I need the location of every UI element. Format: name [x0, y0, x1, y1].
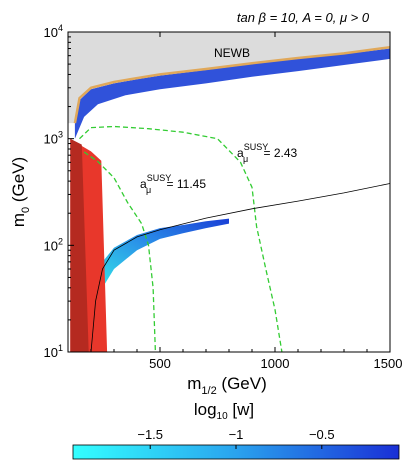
y-tick-label: 104 [44, 23, 63, 40]
y-tick-label: 101 [44, 343, 63, 360]
x-tick-label: 1000 [261, 356, 290, 371]
g2-label-11-45-base: a [140, 177, 147, 191]
y-axis-title-unit: (GeV) [9, 157, 28, 207]
y-axis-title-sub: 0 [20, 207, 32, 213]
colorbar-label-sub: 10 [217, 411, 229, 422]
x-axis-title: m1/2 (GeV) [187, 374, 267, 397]
y-axis-title-base: m [9, 213, 28, 227]
x-axis-ticks: 500 1000 1500 [90, 32, 403, 371]
black-curve [90, 183, 390, 352]
y-axis-title: m0 (GeV) [9, 157, 32, 227]
newb-label: NEWB [214, 46, 250, 60]
points-band-lower [102, 218, 229, 288]
points-band-upper [74, 48, 390, 139]
colorbar-ticks: −1.5 −1 −0.5 [137, 427, 335, 449]
y-tick-label: 102 [44, 236, 63, 253]
x-axis-title-unit: (GeV) [217, 374, 267, 393]
y-axis-ticks: 101 102 103 104 [44, 23, 74, 360]
plot-area [68, 32, 390, 352]
excluded-region-dark-red [70, 138, 89, 352]
x-tick-label: 1500 [374, 356, 403, 371]
g2-label-2-43-sup: SUSY [244, 142, 269, 152]
g2-label-11-45: aSUSY μ = 11.45 [140, 173, 206, 195]
g2-label-11-45-sup: SUSY [147, 173, 172, 183]
newb-boundary-line [73, 45, 390, 124]
x-tick-label: 500 [149, 356, 171, 371]
g2-label-11-45-sub: μ [146, 185, 151, 195]
colorbar-tick-label: −0.5 [309, 427, 335, 442]
x-axis-title-sub: 1/2 [201, 385, 216, 397]
colorbar-tick-label: −1.5 [137, 427, 163, 442]
colorbar-label-base: log [194, 400, 217, 419]
newb-region [68, 32, 390, 124]
g2-label-2-43-value: = 2.43 [260, 146, 297, 160]
y-tick-label: 103 [44, 130, 63, 147]
g2-label-2-43-sub: μ [243, 154, 248, 164]
colorbar-label-rest: [w] [228, 400, 254, 419]
g2-label-11-45-value: = 11.45 [163, 177, 206, 191]
g2-label-2-43-base: a [237, 146, 244, 160]
colorbar-tick-label: −1 [229, 427, 244, 442]
g2-contour-2-43 [79, 125, 283, 352]
colorbar-label: log10 [w] [194, 400, 254, 422]
x-axis-title-base: m [187, 374, 201, 393]
g2-label-2-43: aSUSY μ = 2.43 [237, 142, 298, 164]
chart-title: tan β = 10, A = 0, μ > 0 [237, 10, 370, 25]
g2-contour-11-45 [83, 151, 157, 352]
